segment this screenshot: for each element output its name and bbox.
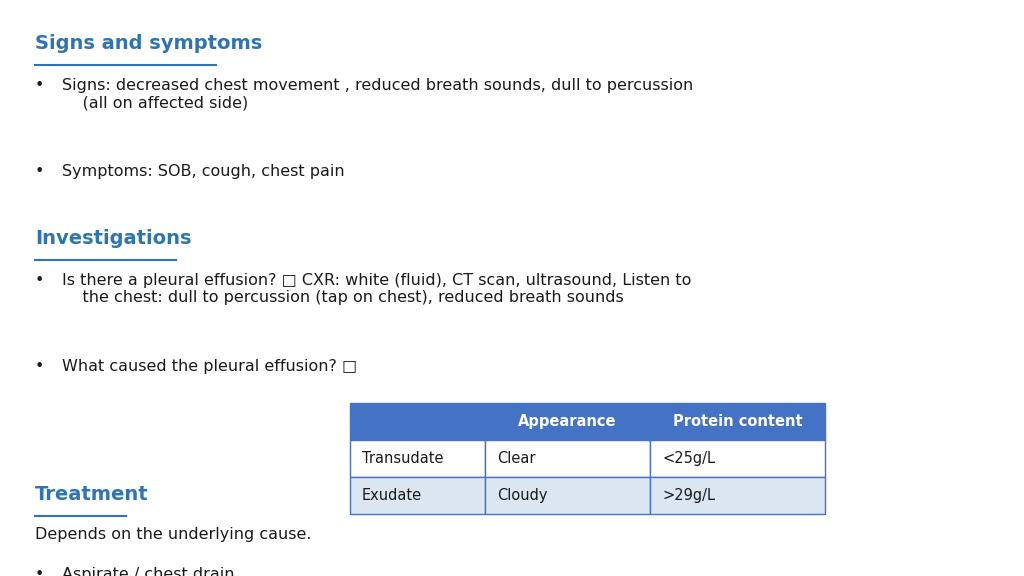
Text: Investigations: Investigations <box>35 229 191 248</box>
Text: <25g/L: <25g/L <box>662 451 715 466</box>
Text: •: • <box>35 359 44 374</box>
FancyBboxPatch shape <box>485 403 650 440</box>
Text: •: • <box>35 273 44 288</box>
FancyBboxPatch shape <box>485 440 650 477</box>
Text: What caused the pleural effusion? □: What caused the pleural effusion? □ <box>62 359 362 374</box>
Text: Cloudy: Cloudy <box>497 488 548 503</box>
Text: Is there a pleural effusion? □ CXR: white (fluid), CT scan, ultrasound, Listen t: Is there a pleural effusion? □ CXR: whit… <box>62 273 691 305</box>
Text: Exudate: Exudate <box>362 488 422 503</box>
Text: Appearance: Appearance <box>518 414 616 429</box>
Text: •: • <box>35 78 44 93</box>
FancyBboxPatch shape <box>650 403 825 440</box>
FancyBboxPatch shape <box>650 477 825 514</box>
Text: Signs and symptoms: Signs and symptoms <box>35 34 262 53</box>
FancyBboxPatch shape <box>350 440 485 477</box>
FancyBboxPatch shape <box>485 477 650 514</box>
Text: Symptoms: SOB, cough, chest pain: Symptoms: SOB, cough, chest pain <box>62 164 345 179</box>
Text: Clear: Clear <box>497 451 536 466</box>
Text: Aspirate / chest drain: Aspirate / chest drain <box>62 567 234 576</box>
Text: Protein content: Protein content <box>673 414 803 429</box>
Text: •: • <box>35 567 44 576</box>
Text: Depends on the underlying cause.: Depends on the underlying cause. <box>35 527 311 542</box>
FancyBboxPatch shape <box>350 403 485 440</box>
Text: Signs: decreased chest movement , reduced breath sounds, dull to percussion
    : Signs: decreased chest movement , reduce… <box>62 78 693 111</box>
Text: Treatment: Treatment <box>35 485 148 504</box>
Text: •: • <box>35 164 44 179</box>
FancyBboxPatch shape <box>350 477 485 514</box>
Text: Transudate: Transudate <box>362 451 443 466</box>
Text: >29g/L: >29g/L <box>662 488 715 503</box>
FancyBboxPatch shape <box>650 440 825 477</box>
